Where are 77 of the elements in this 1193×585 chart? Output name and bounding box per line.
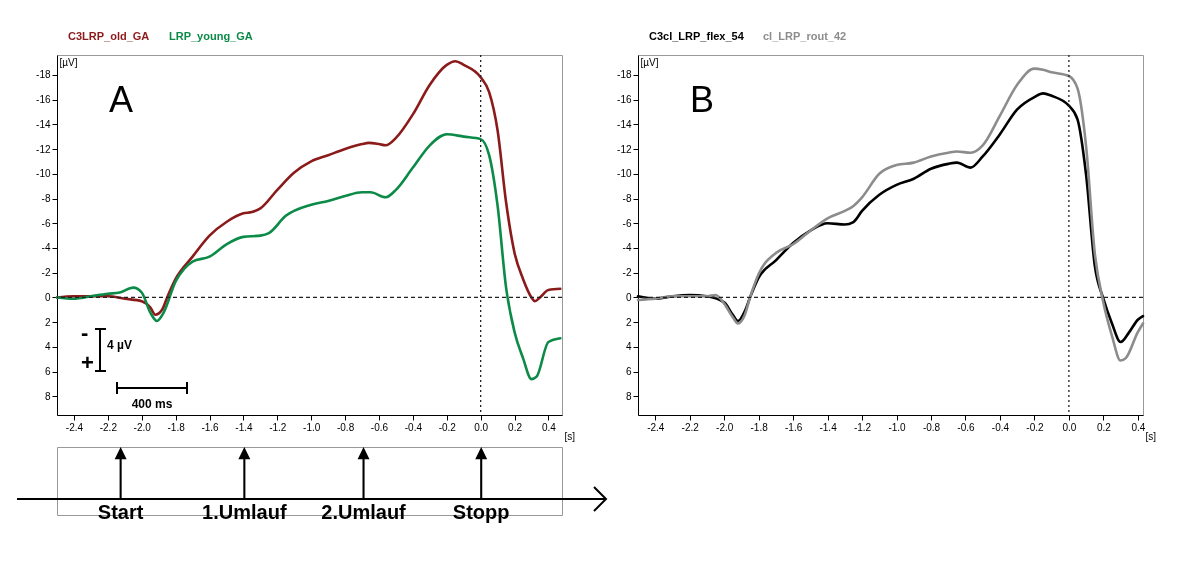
x-axis-title: [s] <box>1145 430 1157 442</box>
y-tick-label: 0 <box>625 291 632 303</box>
annotation: - <box>81 320 89 345</box>
annotation: 4 µV <box>107 338 132 352</box>
x-tick-label: -1.6 <box>201 421 220 433</box>
text: Stopp <box>452 501 510 523</box>
y-tick-label: 6 <box>625 366 632 378</box>
x-tick-label: -0.4 <box>404 421 423 433</box>
x-tick-label: -1.2 <box>853 421 872 433</box>
text: A <box>109 79 134 120</box>
y-tick-label: 2 <box>44 316 51 328</box>
x-tick-label: -2.4 <box>647 421 665 433</box>
y-tick-label: -16 <box>617 94 632 106</box>
line-series <box>55 132 562 381</box>
y-tick-label: 0 <box>44 291 51 303</box>
text: C3cl_LRP_flex_54 <box>649 29 745 42</box>
x-tick-label: -0.2 <box>438 421 457 433</box>
y-tick-label: -12 <box>36 143 51 155</box>
text: LRP_young_GA <box>169 29 253 42</box>
x-tick-label: 0.2 <box>1096 421 1112 433</box>
y-tick-label: 4 <box>625 341 632 353</box>
x-tick-label: 0.2 <box>508 421 523 433</box>
x-tick-label: -1.8 <box>167 421 186 433</box>
y-tick-label: -10 <box>617 168 632 180</box>
x-tick-label: -0.6 <box>370 421 389 433</box>
y-tick-label: 6 <box>44 366 51 378</box>
x-tick-label: 0.4 <box>1131 421 1146 433</box>
x-tick-label: -0.8 <box>336 421 355 433</box>
x-tick-label: -1.6 <box>785 421 803 433</box>
x-tick-label: -1.8 <box>750 421 769 433</box>
y-tick-label: -14 <box>36 118 51 130</box>
y-tick-label: -4 <box>622 242 632 254</box>
y-tick-label: -4 <box>41 242 51 254</box>
x-tick-label: -0.2 <box>1026 421 1044 433</box>
x-tick-label: -2.2 <box>99 421 118 433</box>
text: cl_LRP_rout_42 <box>763 29 847 42</box>
y-tick-label: -18 <box>617 69 632 81</box>
text: 2.Umlauf <box>321 501 407 523</box>
text: Start <box>97 501 144 523</box>
y-tick-label: -14 <box>617 118 632 130</box>
x-tick-label: -1.4 <box>235 421 253 433</box>
x-tick-label: -1.2 <box>269 421 287 433</box>
y-tick-label: -8 <box>41 193 51 205</box>
text: 1.Umlauf <box>202 501 287 523</box>
x-tick-label: 0.4 <box>541 421 557 433</box>
y-tick-label: 8 <box>625 390 632 402</box>
y-tick-label: -2 <box>622 267 632 279</box>
annotation: 400 ms <box>131 397 173 411</box>
x-tick-label: -2.4 <box>65 421 84 433</box>
x-tick-label: -2.2 <box>681 421 700 433</box>
text: C3LRP_old_GA <box>68 29 150 42</box>
y-tick-label: 4 <box>44 341 51 353</box>
x-tick-label: -2.0 <box>133 421 152 433</box>
y-tick-label: 8 <box>44 390 51 402</box>
x-tick-label: -1.0 <box>888 421 907 433</box>
x-tick-label: -1.4 <box>819 421 838 433</box>
text: B <box>690 79 715 120</box>
y-tick-label: 2 <box>625 316 632 328</box>
annotation: + <box>81 350 94 375</box>
x-tick-label: 0.0 <box>1062 421 1077 433</box>
x-tick-label: 0.0 <box>474 421 489 433</box>
x-tick-label: -2.0 <box>716 421 734 433</box>
x-tick-label: -0.4 <box>991 421 1010 433</box>
y-tick-label: -8 <box>622 193 632 205</box>
y-axis-title: [µV] <box>640 56 659 68</box>
x-tick-label: -1.0 <box>303 421 321 433</box>
y-axis-title: [µV] <box>59 56 78 68</box>
y-tick-label: -16 <box>36 94 51 106</box>
x-axis-title: [s] <box>564 430 576 442</box>
y-tick-label: -2 <box>41 267 51 279</box>
y-tick-label: -18 <box>36 69 51 81</box>
x-tick-label: -0.8 <box>922 421 941 433</box>
y-tick-label: -12 <box>617 143 632 155</box>
y-tick-label: -10 <box>36 168 51 180</box>
x-tick-label: -0.6 <box>957 421 976 433</box>
y-tick-label: -6 <box>41 217 51 229</box>
y-tick-label: -6 <box>622 217 632 229</box>
